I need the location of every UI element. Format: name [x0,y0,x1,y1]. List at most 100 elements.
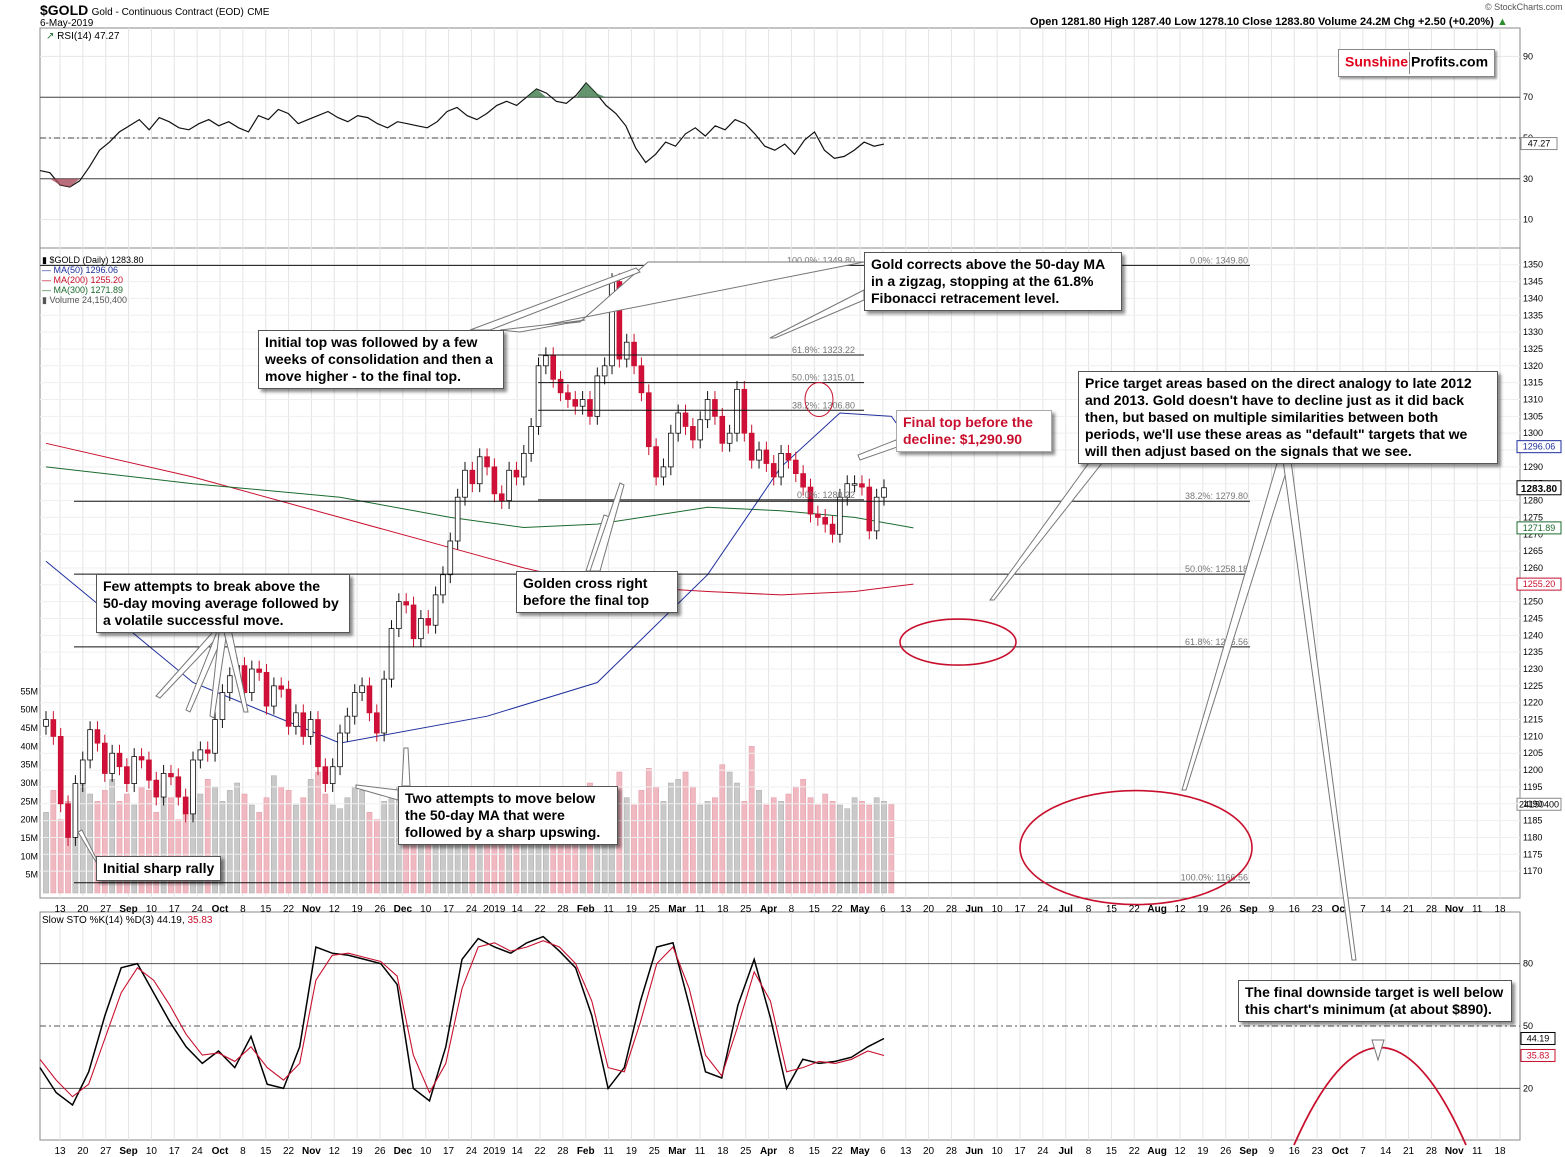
x-axis-label-bottom: 8 [240,1146,246,1157]
candle-body [160,773,167,798]
candle-body [146,759,152,781]
volume-bar [682,771,689,894]
x-axis-label: Sep [119,904,137,915]
volume-bar [675,779,682,894]
x-axis-label: 9 [1269,904,1275,915]
candle-body [322,766,329,784]
volume-tick-label: 40M [20,741,38,751]
volume-bar [57,819,64,894]
sto-legend-d: 35.83 [187,915,213,926]
volume-bar [43,812,49,894]
candle-body [351,692,358,717]
candle-body [859,483,865,488]
x-axis-label: Feb [577,904,595,915]
candle-body [498,493,505,501]
x-axis-label: 19 [352,904,364,915]
x-axis-label-bottom: 12 [329,1146,341,1157]
x-axis-label-bottom: 22 [832,1146,844,1157]
volume-bar [366,812,373,894]
volume-bar [351,786,358,894]
legend-ma200-text: MA(200) 1255.20 [53,275,124,285]
up-arrow-icon: ▲ [1496,16,1508,28]
panel-frame [39,911,1521,1141]
legend-gold-text: $GOLD (Daily) 1283.80 [49,255,144,265]
candle-body [79,759,86,784]
x-axis-label-bottom: 28 [1426,1146,1438,1157]
candle-body [403,601,409,606]
volume-bar [285,790,292,894]
x-axis-label: 24 [192,904,204,915]
x-axis-label-bottom: 18 [717,1146,729,1157]
x-axis-label: 2019 [483,904,506,915]
fib-level-label: 61.8%: 1323.22 [792,345,855,355]
volume-bar [359,790,365,894]
ma200-line-value-box [1516,577,1562,591]
price-tick-label: 1300 [1523,428,1543,438]
target-ellipse-upper [899,618,1017,666]
candle-body [109,752,115,774]
candle-body [491,466,498,495]
candle-body [263,671,270,707]
pointer-two-2 [401,747,411,787]
price-tick-label: 1180 [1523,832,1542,842]
x-axis-label-bottom: Jul [1058,1146,1073,1157]
price-tick-label: 1215 [1523,715,1543,725]
candle-body [704,399,711,421]
volume-tick-label: 20M [20,815,38,825]
x-axis-label: Jul [1058,904,1073,915]
x-axis-label-bottom: Aug [1147,1146,1166,1157]
x-axis-label-bottom: 11 [603,1146,614,1157]
candle-body [94,729,101,744]
candle-body [344,715,351,734]
volume-bar [388,793,395,894]
x-axis-label: 22 [1129,904,1141,915]
candle-body [675,412,681,434]
candle-body [873,496,880,532]
candle-body [697,419,704,441]
volume-bar [623,797,630,894]
x-axis-label: Aug [1147,904,1166,915]
volume-bar [271,775,277,894]
volume-bar [851,797,858,894]
price-tick-label: 1170 [1523,866,1542,876]
candle-body [807,486,814,515]
volume-tick-label: 15M [20,833,38,843]
volume-tick-label: 25M [20,796,38,806]
sto-tick-label: 80 [1523,959,1533,969]
candle-body [800,473,806,488]
candle-body [690,426,696,441]
x-axis-label-bottom: 21 [1403,1146,1415,1157]
brand-logo[interactable]: Sunshine Profits.com [1338,49,1496,77]
price-tick-label: 1350 [1523,260,1543,270]
x-axis-label-bottom: 22 [534,1146,546,1157]
sto-d-line [39,940,885,1098]
x-axis-label: 15 [260,904,272,915]
candle-body [432,594,439,626]
x-axis-label-bottom: Apr [760,1146,777,1157]
callout-downside-target: The final downside target is well below … [1238,980,1512,1022]
legend-ma200: — MA(200) 1255.20 [42,275,124,285]
candle-body [43,719,49,727]
candle-body [484,456,490,468]
candle-body [476,456,483,485]
volume-bar [660,801,667,894]
candle-legend-icon: ▮ [42,255,47,265]
x-axis-label-bottom: 10 [146,1146,158,1157]
candle-body [410,604,417,640]
candle-body [785,453,792,461]
legend-ma50-text: MA(50) 1296.06 [53,265,119,275]
volume-bar [866,804,873,894]
volume-bar [653,786,659,894]
volume-bar [859,801,865,894]
rsi-value-box [1520,137,1558,151]
callout-initial-top: Initial top was followed by a few weeks … [258,330,504,389]
volume-bar [748,746,755,894]
volume-bar [807,797,814,894]
candle-body [513,469,520,478]
candle-body [792,459,799,475]
ma300-line-value-box [1516,521,1562,535]
price-tick-label: 1220 [1523,698,1543,708]
volume-bar [337,808,343,894]
volume-bar [756,790,762,894]
volume-bar [124,793,130,894]
